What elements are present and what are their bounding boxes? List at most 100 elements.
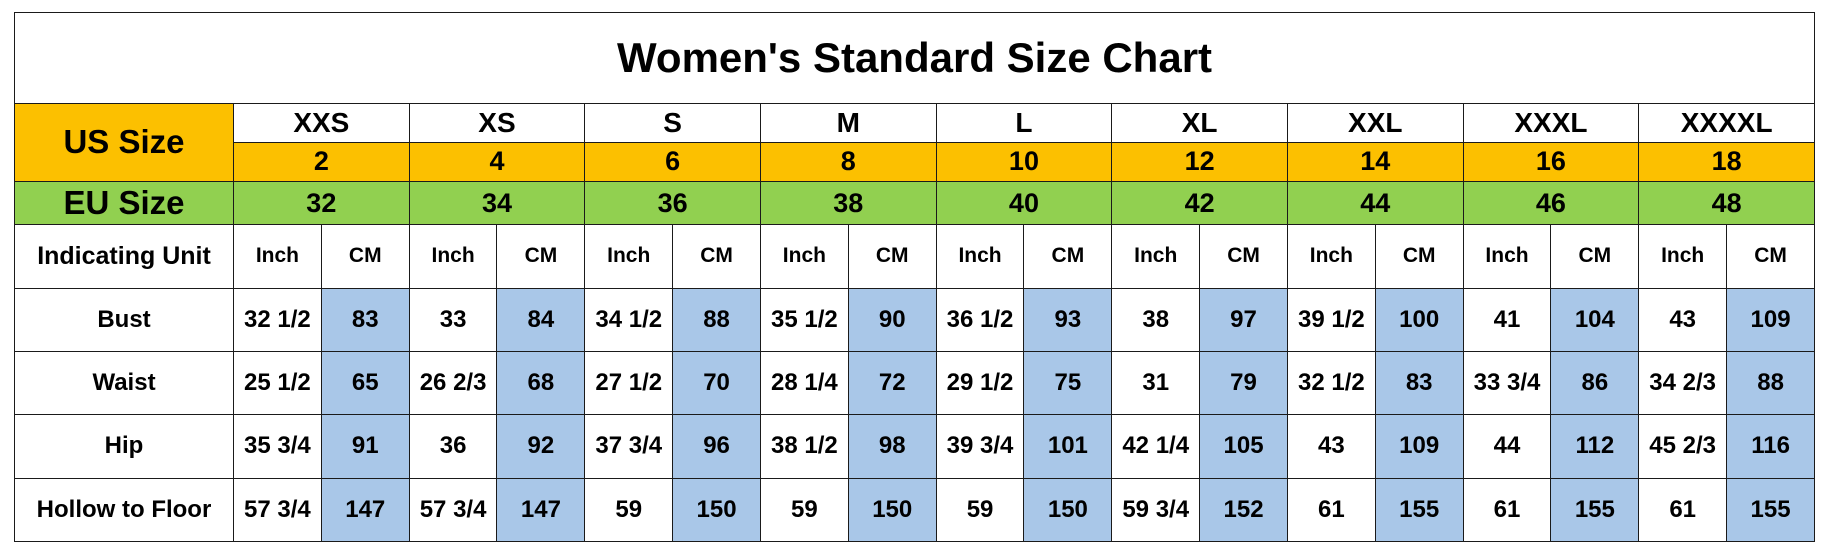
letter-size-cell: M [759, 102, 937, 143]
letter-size-cell: XL [1111, 102, 1288, 143]
inch-value-cell: 27 1/2 [584, 350, 674, 416]
cm-value-cell: 155 [1374, 477, 1464, 543]
measurement-row: Waist 25 1/2 65 26 2/3 68 27 1/2 70 28 1/4 72 29 … [14, 350, 1816, 416]
cm-value-cell: 86 [1550, 350, 1640, 416]
inch-value-cell: 35 3/4 [233, 414, 322, 479]
cm-value-cell: 91 [320, 414, 410, 479]
cm-value-cell: 100 [1374, 287, 1464, 352]
inch-value-cell: 45 2/3 [1638, 414, 1728, 479]
unit-cm-cell: CM [1199, 224, 1288, 289]
inch-value-cell: 38 1/2 [759, 414, 849, 479]
unit-cm-cell: CM [1374, 224, 1464, 289]
inch-value-cell: 43 [1638, 287, 1728, 352]
inch-value-cell: 34 2/3 [1638, 350, 1728, 416]
cm-value-cell: 105 [1199, 414, 1288, 479]
cm-value-cell: 97 [1199, 287, 1288, 352]
unit-inch-cell: Inch [1111, 224, 1201, 289]
inch-value-cell: 36 1/2 [935, 287, 1025, 352]
unit-inch-cell: Inch [584, 224, 674, 289]
inch-value-cell: 36 [408, 414, 498, 479]
cm-value-cell: 75 [1023, 350, 1113, 416]
cm-value-cell: 96 [672, 414, 761, 479]
unit-cm-cell: CM [672, 224, 761, 289]
cm-value-cell: 83 [320, 287, 410, 352]
cm-value-cell: 83 [1374, 350, 1464, 416]
unit-cm-cell: CM [496, 224, 586, 289]
letter-size-cell: L [935, 102, 1113, 143]
cm-value-cell: 68 [496, 350, 586, 416]
us-size-cell: 12 [1111, 141, 1288, 182]
inch-value-cell: 33 3/4 [1462, 350, 1552, 416]
inch-value-cell: 33 [408, 287, 498, 352]
letter-size-cell: XXXXL [1638, 102, 1816, 143]
cm-value-cell: 72 [847, 350, 937, 416]
us-size-cell: 14 [1286, 141, 1464, 182]
cm-value-cell: 112 [1550, 414, 1640, 479]
letter-size-cell: XS [408, 102, 586, 143]
inch-value-cell: 39 3/4 [935, 414, 1025, 479]
unit-inch-cell: Inch [1286, 224, 1376, 289]
us-size-cell: 16 [1462, 141, 1640, 182]
eu-size-cell: 34 [408, 180, 586, 226]
letter-size-cell: XXXL [1462, 102, 1640, 143]
eu-size-cell: 36 [584, 180, 761, 226]
cm-value-cell: 116 [1726, 414, 1816, 479]
cm-value-cell: 101 [1023, 414, 1113, 479]
inch-value-cell: 59 [584, 477, 674, 543]
measurement-label: Bust [14, 287, 234, 352]
inch-value-cell: 43 [1286, 414, 1376, 479]
cm-value-cell: 150 [1023, 477, 1113, 543]
eu-size-cell: 32 [233, 180, 410, 226]
inch-value-cell: 61 [1638, 477, 1728, 543]
unit-inch-cell: Inch [1638, 224, 1728, 289]
cm-value-cell: 84 [496, 287, 586, 352]
inch-value-cell: 57 3/4 [233, 477, 322, 543]
letter-size-row: US Size XXS XS S M L XL XXL XXXL XXXXL [14, 102, 1816, 182]
inch-value-cell: 32 1/2 [233, 287, 322, 352]
inch-value-cell: 29 1/2 [935, 350, 1025, 416]
cm-value-cell: 147 [320, 477, 410, 543]
us-size-cell: 2 [233, 141, 410, 182]
cm-value-cell: 155 [1726, 477, 1816, 543]
unit-cm-cell: CM [1550, 224, 1640, 289]
letter-size-cell: XXL [1286, 102, 1464, 143]
size-chart-table: Women's Standard Size Chart US Size XXS X… [13, 12, 1816, 543]
us-size-cell: 8 [759, 141, 937, 182]
measurement-row: Hip 35 3/4 91 36 92 37 3/4 96 38 1/2 98 39 3/4 101… [14, 414, 1816, 479]
cm-value-cell: 70 [672, 350, 761, 416]
eu-size-cell: 44 [1286, 180, 1464, 226]
us-size-row: 2 4 6 8 10 12 14 16 18 [15, 141, 1816, 182]
inch-value-cell: 44 [1462, 414, 1552, 479]
cm-value-cell: 150 [672, 477, 761, 543]
measurement-label: Hollow to Floor [14, 477, 234, 543]
inch-value-cell: 38 [1111, 287, 1201, 352]
cm-value-cell: 150 [847, 477, 937, 543]
unit-cm-cell: CM [320, 224, 410, 289]
unit-cm-cell: CM [1726, 224, 1816, 289]
inch-value-cell: 59 [935, 477, 1025, 543]
cm-value-cell: 152 [1199, 477, 1288, 543]
chart-title: Women's Standard Size Chart [13, 12, 1816, 104]
inch-value-cell: 34 1/2 [584, 287, 674, 352]
cm-value-cell: 65 [320, 350, 410, 416]
inch-value-cell: 28 1/4 [759, 350, 849, 416]
unit-row: Indicating Unit Inch CM Inch CM Inch CM Inch CM… [14, 224, 1816, 289]
inch-value-cell: 61 [1462, 477, 1552, 543]
measurement-row: Hollow to Floor 57 3/4 147 57 3/4 147 59 150 59… [14, 477, 1816, 543]
unit-cm-cell: CM [1023, 224, 1113, 289]
cm-value-cell: 88 [1726, 350, 1816, 416]
inch-value-cell: 37 3/4 [584, 414, 674, 479]
cm-value-cell: 92 [496, 414, 586, 479]
eu-size-cell: 42 [1111, 180, 1288, 226]
measurement-row: Bust 32 1/2 83 33 84 34 1/2 88 35 1/2 90 36 1/2 93… [14, 287, 1816, 352]
eu-size-row: EU Size 32 34 36 38 40 42 44 46 48 [14, 180, 1816, 226]
cm-value-cell: 147 [496, 477, 586, 543]
unit-cm-cell: CM [847, 224, 937, 289]
eu-size-cell: 40 [935, 180, 1113, 226]
us-size-cell: 18 [1638, 141, 1816, 182]
cm-value-cell: 104 [1550, 287, 1640, 352]
inch-value-cell: 57 3/4 [408, 477, 498, 543]
cm-value-cell: 79 [1199, 350, 1288, 416]
cm-value-cell: 93 [1023, 287, 1113, 352]
eu-size-cell: 38 [759, 180, 937, 226]
